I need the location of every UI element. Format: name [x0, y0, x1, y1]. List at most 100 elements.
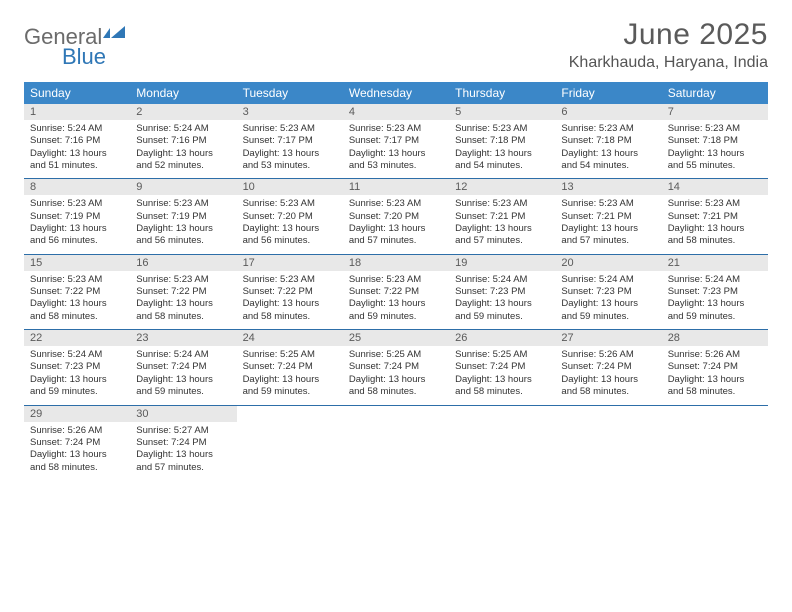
daylight-text: Daylight: 13 hours and 53 minutes.: [243, 148, 337, 173]
day-header: Wednesday: [343, 82, 449, 104]
day-number: 8: [24, 179, 130, 195]
day-cell: 24Sunrise: 5:25 AMSunset: 7:24 PMDayligh…: [237, 330, 343, 405]
day-cell: ..: [662, 405, 768, 480]
location-subtitle: Kharkhauda, Haryana, India: [569, 54, 768, 72]
day-number: 29: [24, 406, 130, 422]
sunset-text: Sunset: 7:23 PM: [455, 286, 549, 298]
day-body: Sunrise: 5:27 AMSunset: 7:24 PMDaylight:…: [130, 422, 236, 480]
sunrise-text: Sunrise: 5:23 AM: [561, 198, 655, 210]
daylight-text: Daylight: 13 hours and 58 minutes.: [243, 298, 337, 323]
sunrise-text: Sunrise: 5:23 AM: [349, 198, 443, 210]
sunset-text: Sunset: 7:22 PM: [243, 286, 337, 298]
day-cell: 21Sunrise: 5:24 AMSunset: 7:23 PMDayligh…: [662, 254, 768, 329]
daylight-text: Daylight: 13 hours and 57 minutes.: [455, 223, 549, 248]
daylight-text: Daylight: 13 hours and 58 minutes.: [668, 374, 762, 399]
daylight-text: Daylight: 13 hours and 59 minutes.: [136, 374, 230, 399]
day-body: Sunrise: 5:23 AMSunset: 7:18 PMDaylight:…: [555, 120, 661, 178]
day-body: Sunrise: 5:23 AMSunset: 7:17 PMDaylight:…: [343, 120, 449, 178]
day-body: Sunrise: 5:24 AMSunset: 7:23 PMDaylight:…: [24, 346, 130, 404]
day-body: Sunrise: 5:23 AMSunset: 7:21 PMDaylight:…: [555, 195, 661, 253]
day-cell: 26Sunrise: 5:25 AMSunset: 7:24 PMDayligh…: [449, 330, 555, 405]
day-number: 19: [449, 255, 555, 271]
daylight-text: Daylight: 13 hours and 56 minutes.: [243, 223, 337, 248]
sunset-text: Sunset: 7:24 PM: [455, 361, 549, 373]
daylight-text: Daylight: 13 hours and 56 minutes.: [136, 223, 230, 248]
day-cell: 12Sunrise: 5:23 AMSunset: 7:21 PMDayligh…: [449, 179, 555, 254]
day-number: 9: [130, 179, 236, 195]
day-body: Sunrise: 5:25 AMSunset: 7:24 PMDaylight:…: [237, 346, 343, 404]
sunrise-text: Sunrise: 5:24 AM: [455, 274, 549, 286]
sunset-text: Sunset: 7:17 PM: [349, 135, 443, 147]
day-number: 2: [130, 104, 236, 120]
day-number: 24: [237, 330, 343, 346]
sunrise-text: Sunrise: 5:26 AM: [561, 349, 655, 361]
day-number: 23: [130, 330, 236, 346]
day-cell: 5Sunrise: 5:23 AMSunset: 7:18 PMDaylight…: [449, 104, 555, 179]
week-row: 29Sunrise: 5:26 AMSunset: 7:24 PMDayligh…: [24, 405, 768, 480]
day-cell: 16Sunrise: 5:23 AMSunset: 7:22 PMDayligh…: [130, 254, 236, 329]
sunrise-text: Sunrise: 5:24 AM: [136, 349, 230, 361]
sunset-text: Sunset: 7:23 PM: [561, 286, 655, 298]
calendar-body: 1Sunrise: 5:24 AMSunset: 7:16 PMDaylight…: [24, 104, 768, 480]
sunrise-text: Sunrise: 5:24 AM: [668, 274, 762, 286]
day-number: 25: [343, 330, 449, 346]
calendar-table: Sunday Monday Tuesday Wednesday Thursday…: [24, 82, 768, 480]
week-row: 22Sunrise: 5:24 AMSunset: 7:23 PMDayligh…: [24, 330, 768, 405]
sunrise-text: Sunrise: 5:24 AM: [136, 123, 230, 135]
sunset-text: Sunset: 7:18 PM: [455, 135, 549, 147]
day-body: Sunrise: 5:23 AMSunset: 7:18 PMDaylight:…: [662, 120, 768, 178]
day-cell: 18Sunrise: 5:23 AMSunset: 7:22 PMDayligh…: [343, 254, 449, 329]
sunrise-text: Sunrise: 5:25 AM: [349, 349, 443, 361]
day-number: 30: [130, 406, 236, 422]
sunrise-text: Sunrise: 5:23 AM: [136, 274, 230, 286]
daylight-text: Daylight: 13 hours and 53 minutes.: [349, 148, 443, 173]
daylight-text: Daylight: 13 hours and 56 minutes.: [30, 223, 124, 248]
title-block: June 2025 Kharkhauda, Haryana, India: [569, 18, 768, 72]
sunrise-text: Sunrise: 5:23 AM: [243, 198, 337, 210]
week-row: 1Sunrise: 5:24 AMSunset: 7:16 PMDaylight…: [24, 104, 768, 179]
daylight-text: Daylight: 13 hours and 59 minutes.: [349, 298, 443, 323]
sunset-text: Sunset: 7:17 PM: [243, 135, 337, 147]
day-number: 18: [343, 255, 449, 271]
daylight-text: Daylight: 13 hours and 52 minutes.: [136, 148, 230, 173]
day-body: Sunrise: 5:25 AMSunset: 7:24 PMDaylight:…: [449, 346, 555, 404]
day-cell: 11Sunrise: 5:23 AMSunset: 7:20 PMDayligh…: [343, 179, 449, 254]
day-body: Sunrise: 5:24 AMSunset: 7:23 PMDaylight:…: [662, 271, 768, 329]
day-body: Sunrise: 5:23 AMSunset: 7:17 PMDaylight:…: [237, 120, 343, 178]
day-body: Sunrise: 5:23 AMSunset: 7:21 PMDaylight:…: [449, 195, 555, 253]
sunrise-text: Sunrise: 5:23 AM: [561, 123, 655, 135]
day-number: 1: [24, 104, 130, 120]
daylight-text: Daylight: 13 hours and 59 minutes.: [668, 298, 762, 323]
day-cell: 8Sunrise: 5:23 AMSunset: 7:19 PMDaylight…: [24, 179, 130, 254]
logo: GeneralBlue: [24, 24, 125, 70]
day-number: 27: [555, 330, 661, 346]
sunrise-text: Sunrise: 5:23 AM: [136, 198, 230, 210]
header: GeneralBlue June 2025 Kharkhauda, Haryan…: [24, 18, 768, 72]
day-header: Tuesday: [237, 82, 343, 104]
daylight-text: Daylight: 13 hours and 54 minutes.: [455, 148, 549, 173]
daylight-text: Daylight: 13 hours and 59 minutes.: [243, 374, 337, 399]
day-number: 7: [662, 104, 768, 120]
sunrise-text: Sunrise: 5:23 AM: [349, 274, 443, 286]
sunrise-text: Sunrise: 5:23 AM: [30, 274, 124, 286]
logo-flag-icon: [103, 26, 125, 40]
sunrise-text: Sunrise: 5:24 AM: [30, 349, 124, 361]
day-header: Friday: [555, 82, 661, 104]
sunrise-text: Sunrise: 5:27 AM: [136, 425, 230, 437]
day-body: Sunrise: 5:23 AMSunset: 7:22 PMDaylight:…: [24, 271, 130, 329]
day-number: 11: [343, 179, 449, 195]
day-body: Sunrise: 5:26 AMSunset: 7:24 PMDaylight:…: [555, 346, 661, 404]
day-number: 3: [237, 104, 343, 120]
sunset-text: Sunset: 7:24 PM: [136, 361, 230, 373]
sunrise-text: Sunrise: 5:25 AM: [455, 349, 549, 361]
day-cell: 27Sunrise: 5:26 AMSunset: 7:24 PMDayligh…: [555, 330, 661, 405]
sunset-text: Sunset: 7:24 PM: [561, 361, 655, 373]
day-body: Sunrise: 5:23 AMSunset: 7:22 PMDaylight:…: [237, 271, 343, 329]
day-number: 22: [24, 330, 130, 346]
daylight-text: Daylight: 13 hours and 58 minutes.: [668, 223, 762, 248]
day-cell: 30Sunrise: 5:27 AMSunset: 7:24 PMDayligh…: [130, 405, 236, 480]
day-body: Sunrise: 5:23 AMSunset: 7:22 PMDaylight:…: [130, 271, 236, 329]
sunrise-text: Sunrise: 5:26 AM: [30, 425, 124, 437]
day-number: 16: [130, 255, 236, 271]
sunset-text: Sunset: 7:24 PM: [30, 437, 124, 449]
